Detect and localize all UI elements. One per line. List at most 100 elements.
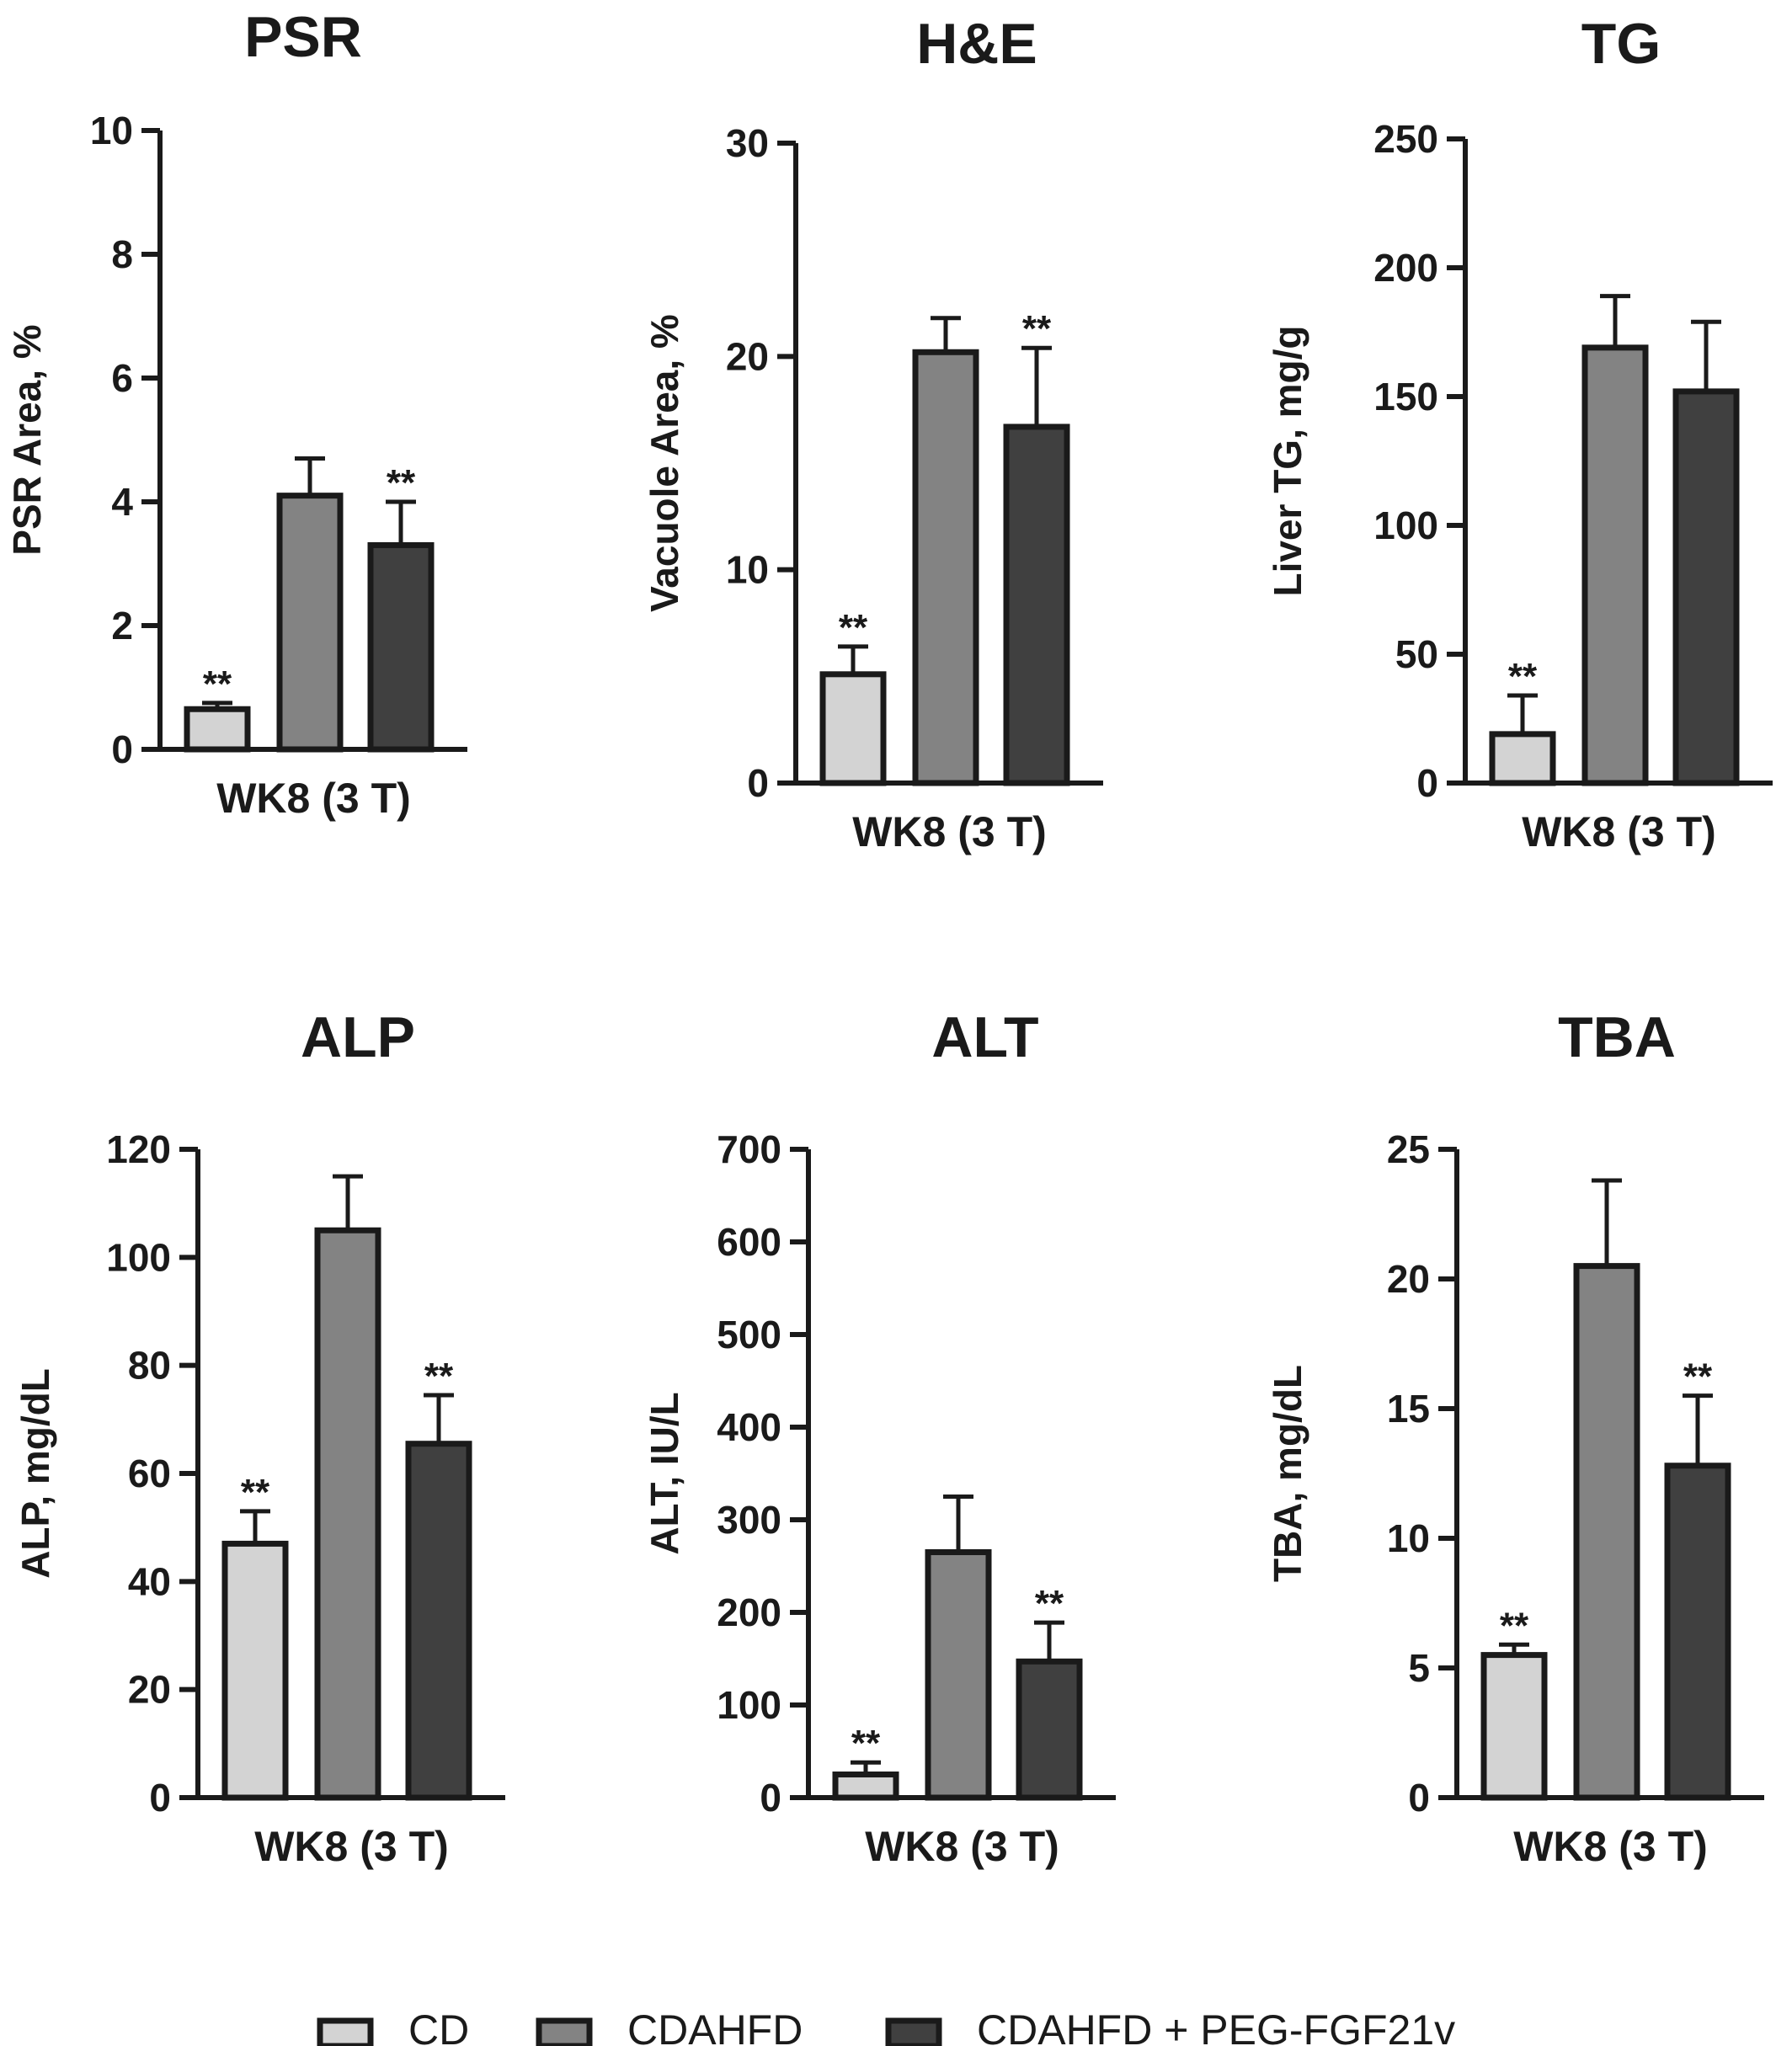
panel-title: PSR xyxy=(244,5,362,69)
legend-swatch xyxy=(536,2017,593,2046)
y-tick-label: 10 xyxy=(90,109,133,152)
x-axis-label: WK8 (3 T) xyxy=(216,775,411,822)
bar-cdahfd xyxy=(314,1227,381,1801)
y-tick-label: 20 xyxy=(1387,1257,1430,1301)
y-axis-label: Liver TG, mg/g xyxy=(1266,325,1309,596)
y-axis-label: ALT, IU/L xyxy=(643,1392,686,1554)
y-tick-label: 400 xyxy=(717,1405,781,1449)
bar-cd xyxy=(184,706,251,753)
bar-cd xyxy=(1480,1652,1548,1801)
y-tick-label: 2 xyxy=(111,604,133,647)
bar-cd xyxy=(221,1540,289,1801)
y-tick-label: 60 xyxy=(128,1452,171,1495)
y-axis-label: PSR Area, % xyxy=(5,324,49,555)
significance-mark: ** xyxy=(1035,1583,1064,1624)
y-tick-label: 5 xyxy=(1408,1646,1430,1690)
y-axis-label: TBA, mg/dL xyxy=(1266,1365,1309,1582)
y-tick-label: 15 xyxy=(1387,1387,1430,1431)
y-tick-label: 8 xyxy=(111,232,133,276)
bar-cdahfd-peg-fgf21v xyxy=(1664,1463,1731,1801)
significance-mark: ** xyxy=(1500,1605,1529,1646)
y-tick-label: 100 xyxy=(106,1235,171,1279)
legend: CD CDAHFD CDAHFD + PEG-FGF21v xyxy=(317,2006,1455,2046)
y-tick-label: 150 xyxy=(1373,375,1438,418)
significance-mark: ** xyxy=(1508,656,1538,697)
legend-label: CDAHFD xyxy=(627,2006,803,2046)
y-tick-label: 20 xyxy=(128,1668,171,1712)
significance-mark: ** xyxy=(851,1723,881,1764)
legend-label: CDAHFD + PEG-FGF21v xyxy=(977,2006,1455,2046)
y-tick-label: 120 xyxy=(106,1127,171,1171)
y-tick-label: 20 xyxy=(726,334,769,378)
bar-cd xyxy=(819,671,887,786)
bar-cdahfd-peg-fgf21v xyxy=(1003,424,1070,786)
legend-item-cd: CD xyxy=(317,2006,469,2046)
y-axis-label: Vacuole Area, % xyxy=(643,314,686,612)
legend-label: CD xyxy=(408,2006,469,2046)
significance-mark: ** xyxy=(387,462,416,504)
panel-title: TBA xyxy=(1558,1005,1676,1069)
significance-mark: ** xyxy=(424,1356,454,1397)
y-tick-label: 0 xyxy=(760,1776,781,1820)
panel-alp: ALP ALP, mg/dL 0 20 40 60 80 100 120 WK8 (3 T) ** *… xyxy=(13,1005,505,1870)
y-tick-label: 200 xyxy=(717,1590,781,1634)
panel-psr: PSR PSR Area, % 0 2 4 6 8 10 WK8 (3 T) ** ** xyxy=(5,5,467,822)
chart-panels: PSR PSR Area, % 0 2 4 6 8 10 WK8 (3 T) ** ** H&E Vac… xyxy=(5,5,1773,1870)
bar-cd xyxy=(1489,731,1556,786)
bar-cdahfd xyxy=(276,493,344,753)
y-tick-label: 25 xyxy=(1387,1127,1430,1171)
x-axis-label: WK8 (3 T) xyxy=(865,1823,1059,1870)
significance-mark: ** xyxy=(1683,1356,1713,1398)
panel-tba: TBA TBA, mg/dL 0 5 10 15 20 25 WK8 (3 T) ** ** xyxy=(1266,1005,1764,1870)
bar-cdahfd-peg-fgf21v xyxy=(1016,1658,1083,1801)
x-axis-label: WK8 (3 T) xyxy=(1522,808,1716,855)
bar-cdahfd-peg-fgf21v xyxy=(367,541,435,753)
panel-title: ALT xyxy=(931,1005,1038,1069)
bar-cd xyxy=(832,1772,899,1801)
y-tick-label: 0 xyxy=(1416,761,1438,805)
y-tick-label: 6 xyxy=(111,356,133,400)
y-tick-label: 250 xyxy=(1373,117,1438,161)
panel-title: H&E xyxy=(916,12,1037,76)
x-axis-label: WK8 (3 T) xyxy=(254,1823,449,1870)
y-tick-label: 0 xyxy=(1408,1776,1430,1820)
significance-mark: ** xyxy=(1022,308,1052,349)
y-tick-label: 500 xyxy=(717,1313,781,1356)
legend-item-cdahfd: CDAHFD xyxy=(536,2006,803,2046)
y-tick-label: 40 xyxy=(128,1559,171,1603)
y-tick-label: 700 xyxy=(717,1127,781,1171)
y-tick-label: 4 xyxy=(111,480,133,524)
y-tick-label: 0 xyxy=(149,1776,171,1820)
bar-cdahfd-peg-fgf21v xyxy=(405,1441,472,1801)
legend-swatch xyxy=(885,2017,942,2046)
y-tick-label: 0 xyxy=(111,727,133,771)
y-tick-label: 0 xyxy=(747,761,769,805)
panel-h-e: H&E Vacuole Area, % 0 10 20 30 WK8 (3 T) ** ** xyxy=(643,12,1103,855)
significance-mark: ** xyxy=(241,1472,270,1513)
bar-cdahfd-peg-fgf21v xyxy=(1672,388,1740,786)
panel-tg: TG Liver TG, mg/g 0 50 100 150 200 250 WK8 (3 T)… xyxy=(1266,12,1773,855)
y-tick-label: 100 xyxy=(717,1683,781,1727)
x-axis-label: WK8 (3 T) xyxy=(1513,1823,1708,1870)
y-tick-label: 600 xyxy=(717,1220,781,1264)
y-tick-label: 10 xyxy=(1387,1516,1430,1560)
panel-title: ALP xyxy=(301,1005,415,1069)
bar-cdahfd xyxy=(925,1549,992,1801)
y-tick-label: 80 xyxy=(128,1344,171,1388)
y-tick-label: 300 xyxy=(717,1498,781,1542)
significance-mark: ** xyxy=(203,663,232,705)
panel-alt: ALT ALT, IU/L 0 100 200 300 400 500 600 700 WK8 (3… xyxy=(643,1005,1116,1870)
significance-mark: ** xyxy=(839,607,868,648)
y-tick-label: 30 xyxy=(726,121,769,165)
y-tick-label: 10 xyxy=(726,548,769,592)
y-tick-label: 100 xyxy=(1373,504,1438,547)
x-axis-label: WK8 (3 T) xyxy=(852,808,1047,855)
y-axis-label: ALP, mg/dL xyxy=(13,1368,57,1579)
panel-title: TG xyxy=(1581,12,1661,76)
bar-cdahfd xyxy=(1573,1263,1640,1801)
y-tick-label: 50 xyxy=(1395,632,1438,676)
legend-item-cdahfd-peg-fgf21v: CDAHFD + PEG-FGF21v xyxy=(885,2006,1455,2046)
bar-cdahfd xyxy=(912,349,979,786)
legend-swatch xyxy=(317,2017,374,2046)
